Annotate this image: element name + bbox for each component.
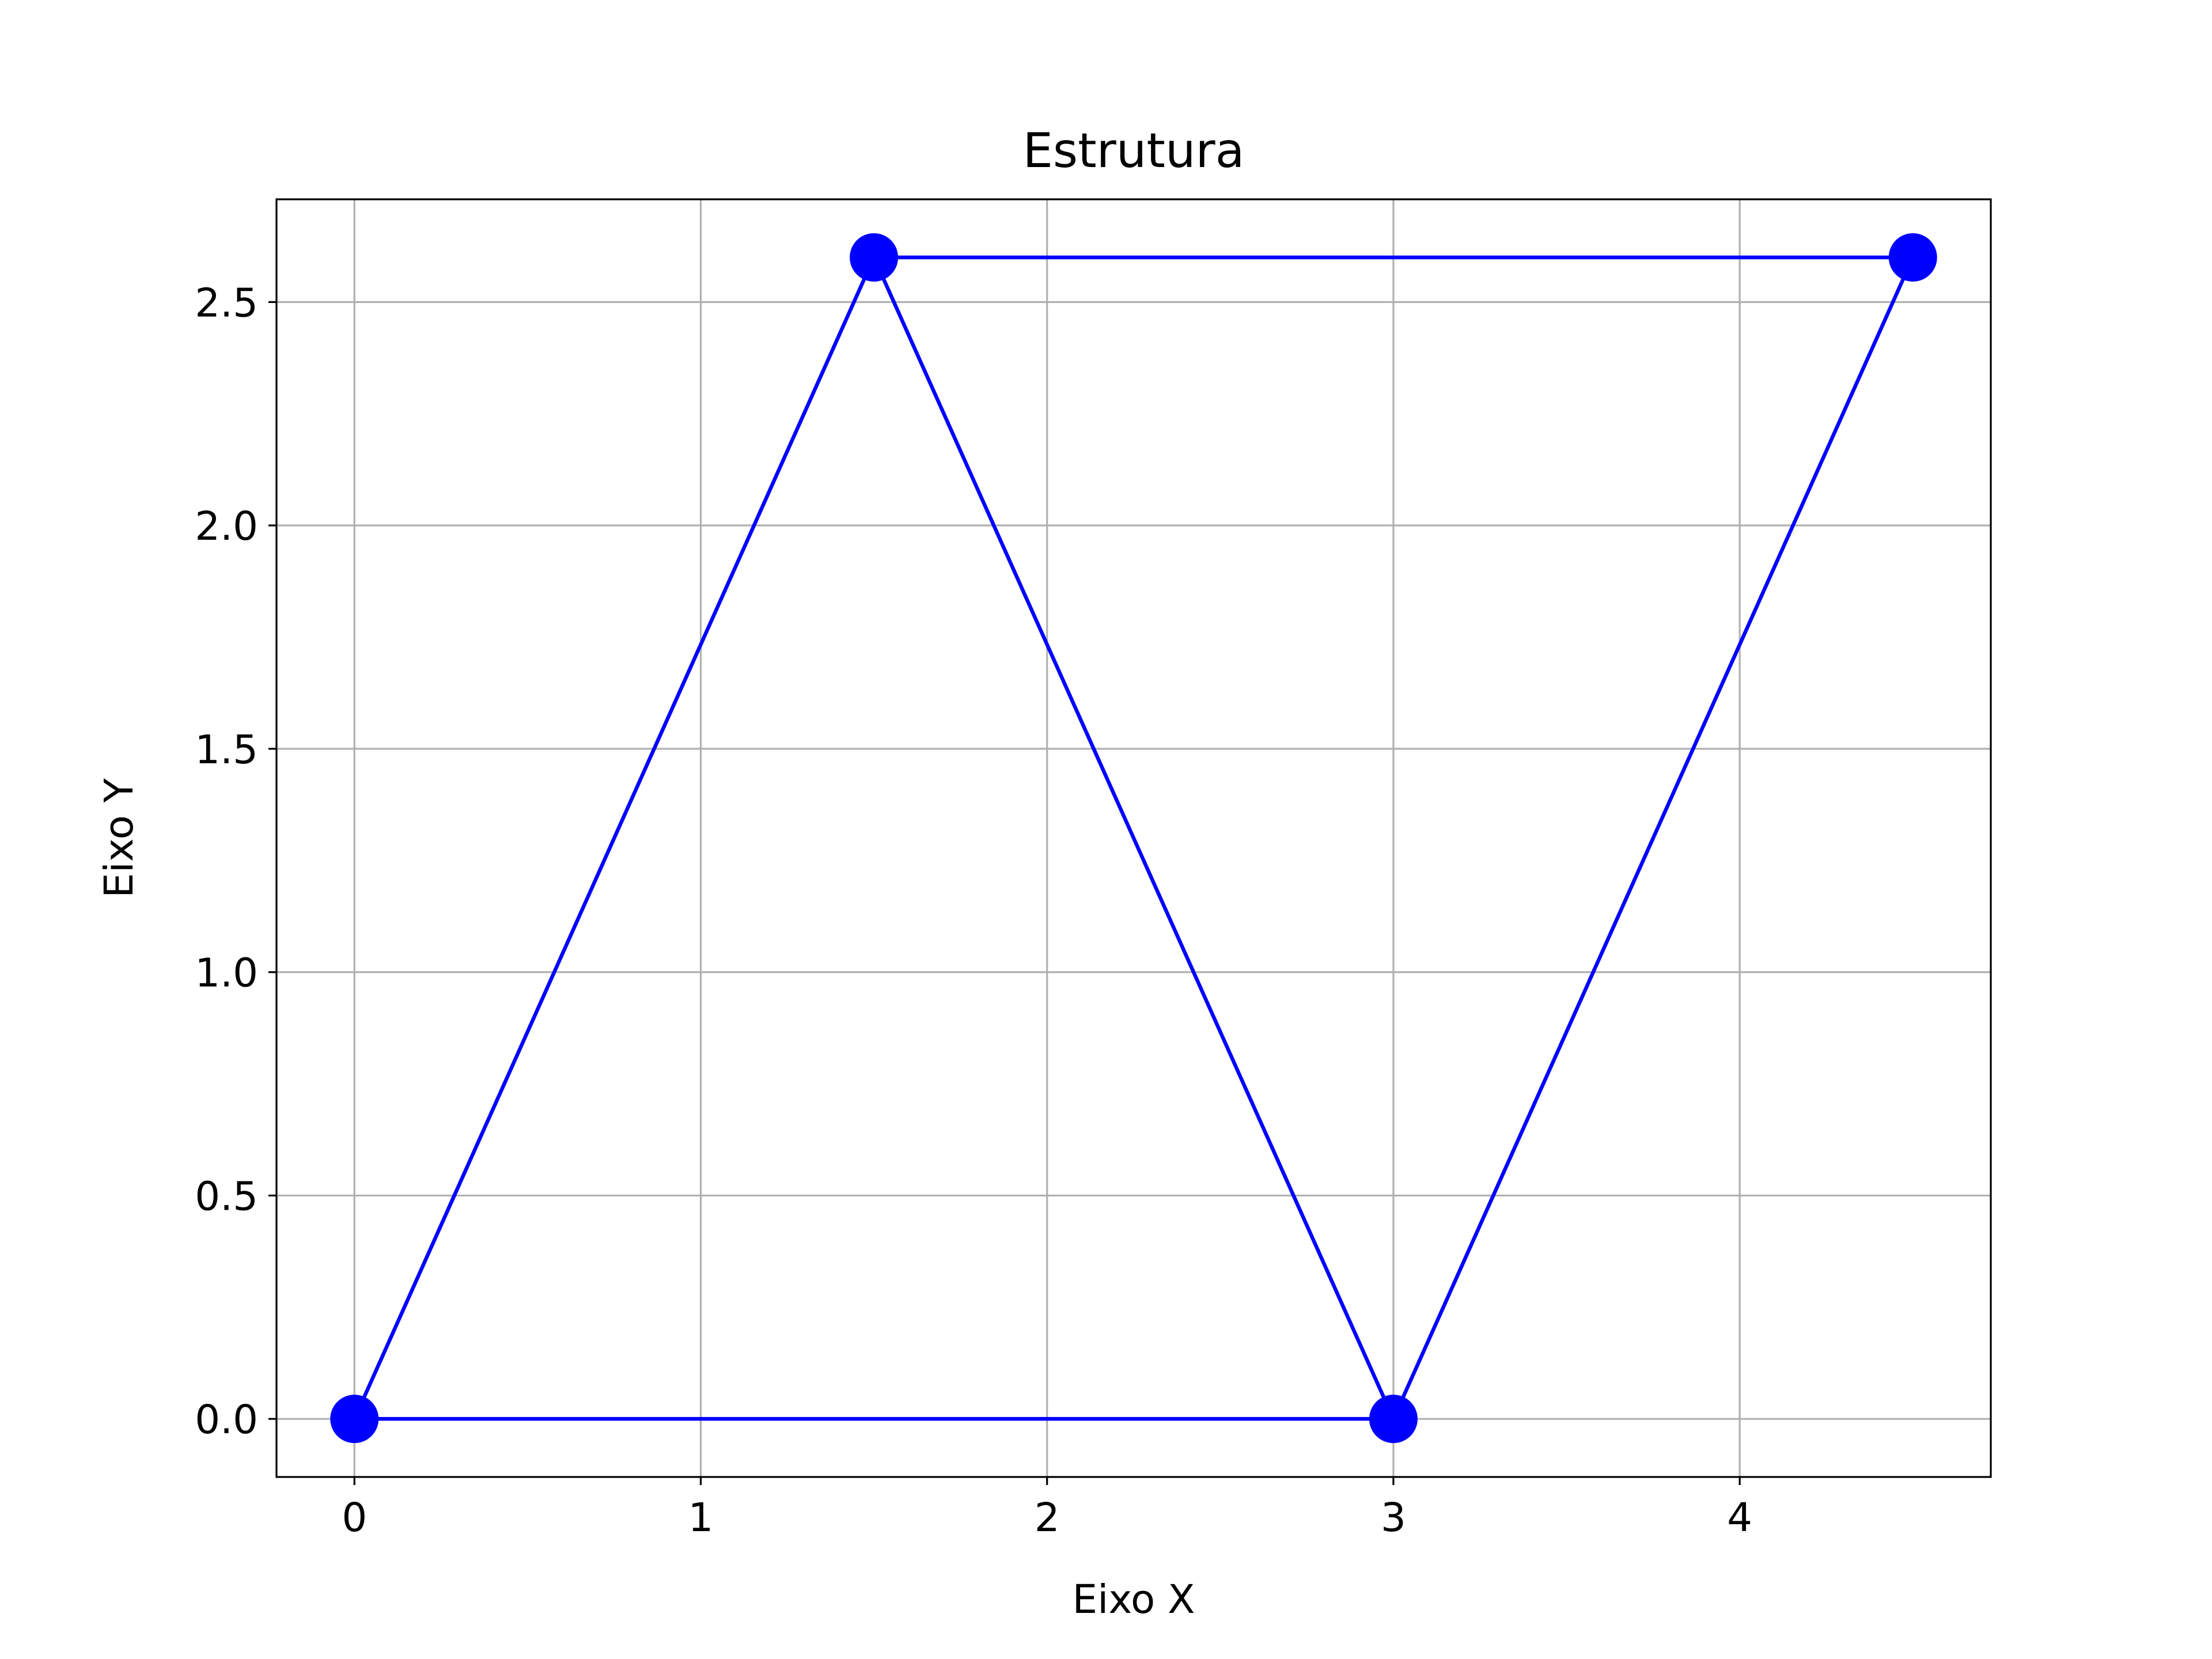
plot-frame bbox=[275, 198, 1992, 1478]
y-tick-label: 0.0 bbox=[195, 1397, 258, 1443]
y-tick-label: 2.0 bbox=[195, 503, 258, 550]
x-tick-label: 4 bbox=[1727, 1495, 1752, 1541]
truss-node-point bbox=[330, 1395, 379, 1444]
truss-nodes bbox=[330, 233, 1937, 1444]
y-tick-label: 2.5 bbox=[195, 280, 258, 326]
y-axis-ticks: 0.0 0.5 1.0 1.5 2.0 2.5 bbox=[195, 280, 276, 1443]
x-tick-label: 3 bbox=[1381, 1495, 1406, 1541]
truss-node-point bbox=[850, 233, 899, 282]
x-tick-label: 1 bbox=[688, 1495, 714, 1541]
y-tick-label: 0.5 bbox=[195, 1173, 258, 1219]
truss-node-point bbox=[1369, 1395, 1418, 1444]
truss-member-line bbox=[1391, 255, 1916, 1422]
truss-node-point bbox=[1888, 233, 1937, 282]
x-axis-label: Eixo X bbox=[1073, 1577, 1195, 1623]
truss-members bbox=[351, 255, 1916, 1422]
x-tick-label: 0 bbox=[342, 1495, 367, 1541]
chart-title: Estrutura bbox=[1022, 123, 1244, 179]
x-axis-ticks: 0 1 2 3 4 bbox=[342, 1477, 1752, 1541]
truss-member-line bbox=[351, 255, 877, 1422]
y-tick-label: 1.5 bbox=[195, 727, 258, 773]
x-tick-label: 2 bbox=[1035, 1495, 1060, 1541]
truss-member-line bbox=[871, 255, 1396, 1422]
y-axis-label: Eixo Y bbox=[96, 778, 142, 898]
y-tick-label: 1.0 bbox=[195, 950, 258, 997]
